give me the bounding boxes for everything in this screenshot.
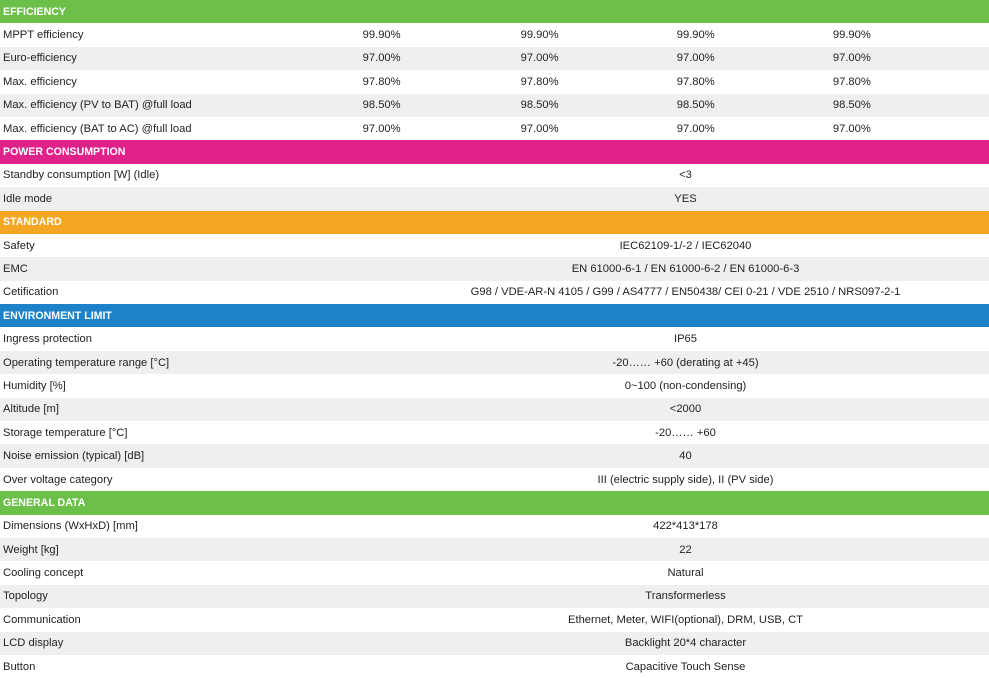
row-value: 97.80% [520, 75, 559, 88]
row-label: Standby consumption [W] (Idle) [3, 169, 160, 182]
row-label: Button [3, 660, 36, 673]
row-label: Max. efficiency (BAT to AC) @full load [3, 122, 192, 135]
row-value: 97.80% [362, 75, 401, 88]
row-label: Max. efficiency [3, 75, 77, 88]
row-label: Altitude [m] [3, 403, 59, 416]
row-label: Max. efficiency (PV to BAT) @full load [3, 99, 192, 112]
table-row: Noise emission (typical) [dB] 40 [0, 444, 989, 468]
table-row: Operating temperature range [°C] -20…… +… [0, 350, 989, 375]
row-value: IP65 [673, 333, 697, 346]
row-value: 99.90% [832, 29, 871, 42]
table-row: EMC EN 61000-6-1 / EN 61000-6-2 / EN 610… [0, 257, 989, 281]
section-header-power-consumption: POWER CONSUMPTION [0, 140, 989, 164]
row-label: Euro-efficiency [3, 52, 77, 65]
table-row: Cooling concept Natural [0, 561, 989, 584]
row-value: 99.90% [362, 29, 401, 42]
row-value: Capacitive Touch Sense [625, 660, 746, 673]
row-label: EMC [3, 262, 28, 275]
row-value: 97.80% [676, 75, 715, 88]
section-header-efficiency: EFFICIENCY [0, 0, 989, 24]
table-row: Idle mode YES [0, 187, 989, 211]
table-row: Dimensions (WxHxD) [mm] 422*413*178 [0, 515, 989, 538]
table-row: Communication Ethernet, Meter, WIFI(opti… [0, 608, 989, 631]
section-header-standard: STANDARD [0, 210, 989, 234]
row-value: Transformerless [645, 590, 726, 603]
row-label: Dimensions (WxHxD) [mm] [3, 520, 138, 533]
table-row: Safety IEC62109-1/-2 / IEC62040 [0, 234, 989, 257]
table-row: Ingress protection IP65 [0, 327, 989, 350]
row-value: 97.00% [676, 52, 715, 65]
row-label: Humidity [%] [3, 379, 66, 392]
row-value: 99.90% [520, 29, 559, 42]
row-label: Cooling concept [3, 567, 84, 580]
row-value: 97.00% [676, 122, 715, 135]
row-label: MPPT efficiency [3, 29, 84, 42]
table-row: Max. efficiency 97.80% 97.80% 97.80% 97.… [0, 70, 989, 93]
row-value: 97.00% [832, 52, 871, 65]
row-value: 99.90% [676, 29, 715, 42]
row-label: Storage temperature [°C] [3, 426, 128, 439]
row-value: 97.00% [520, 122, 559, 135]
row-value: EN 61000-6-1 / EN 61000-6-2 / EN 61000-6… [571, 262, 800, 275]
row-value: 97.00% [362, 52, 401, 65]
row-value: 97.00% [832, 122, 871, 135]
row-value: 97.80% [832, 75, 871, 88]
row-value: Ethernet, Meter, WIFI(optional), DRM, US… [568, 613, 803, 626]
section-header-environment-limit: ENVIRONMENT LIMIT [0, 304, 989, 328]
row-value: 422*413*178 [653, 520, 718, 533]
table-row: Euro-efficiency 97.00% 97.00% 97.00% 97.… [0, 46, 989, 71]
row-label: Operating temperature range [°C] [3, 356, 170, 369]
row-label: LCD display [3, 637, 64, 650]
table-row: Humidity [%] 0~100 (non-condensing) [0, 374, 989, 397]
row-value: G98 / VDE-AR-N 4105 / G99 / AS4777 / EN5… [470, 286, 901, 299]
row-value: -20…… +60 (derating at +45) [612, 356, 759, 369]
row-label: Weight [kg] [3, 543, 59, 556]
table-row: Weight [kg] 22 [0, 537, 989, 562]
row-value: Natural [667, 567, 704, 580]
row-value: 0~100 (non-condensing) [624, 379, 747, 392]
row-label: Ingress protection [3, 333, 92, 346]
row-value: 97.00% [362, 122, 401, 135]
row-value: Backlight 20*4 character [624, 637, 747, 650]
row-value: <2000 [669, 403, 702, 416]
row-label: Over voltage category [3, 473, 113, 486]
row-label: Communication [3, 613, 81, 626]
row-value: YES [674, 192, 697, 205]
table-row: Topology Transformerless [0, 584, 989, 609]
table-row: MPPT efficiency 99.90% 99.90% 99.90% 99.… [0, 23, 989, 46]
row-value: IEC62109-1/-2 / IEC62040 [619, 239, 752, 252]
section-header-general-data: GENERAL DATA [0, 491, 989, 515]
row-value: III (electric supply side), II (PV side) [597, 473, 774, 486]
row-value: 97.00% [520, 52, 559, 65]
row-label: Safety [3, 239, 35, 252]
table-row: Storage temperature [°C] -20…… +60 [0, 421, 989, 444]
row-value: <3 [679, 169, 692, 182]
row-label: Topology [3, 590, 48, 603]
table-row: Button Capacitive Touch Sense [0, 655, 989, 678]
table-row: Max. efficiency (PV to BAT) @full load 9… [0, 93, 989, 117]
row-value: 98.50% [832, 99, 871, 112]
row-value: -20…… +60 [655, 426, 716, 439]
table-row: Altitude [m] <2000 [0, 397, 989, 422]
table-row: Max. efficiency (BAT to AC) @full load 9… [0, 117, 989, 140]
row-value: 40 [679, 450, 692, 463]
row-label: Idle mode [3, 192, 53, 205]
table-row: Standby consumption [W] (Idle) <3 [0, 164, 989, 187]
table-row: Cetification G98 / VDE-AR-N 4105 / G99 /… [0, 281, 989, 304]
row-value: 22 [679, 543, 692, 556]
row-label: Noise emission (typical) [dB] [3, 450, 145, 463]
table-row: LCD display Backlight 20*4 character [0, 631, 989, 655]
row-value: 98.50% [362, 99, 401, 112]
row-value: 98.50% [676, 99, 715, 112]
row-label: Cetification [3, 286, 59, 299]
row-value: 98.50% [520, 99, 559, 112]
table-row: Over voltage category III (electric supp… [0, 468, 989, 491]
